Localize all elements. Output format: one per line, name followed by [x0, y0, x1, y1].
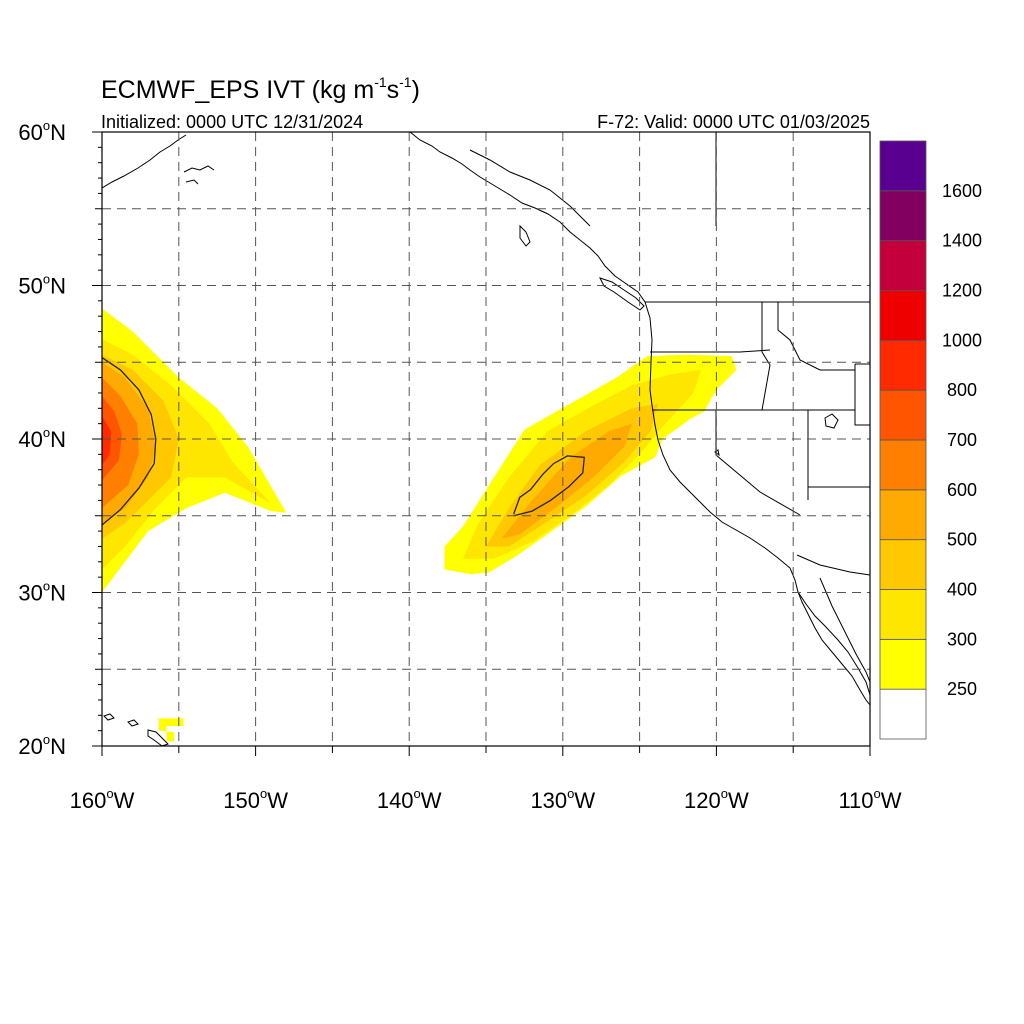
washington-oregon-border	[650, 349, 771, 353]
lon-label-140: 140oW	[377, 786, 442, 813]
colorbar-box	[879, 688, 927, 740]
lat-label-50: 50oN	[18, 272, 66, 299]
western-atmospheric-river-band-700	[102, 396, 122, 481]
lat-label-40: 40oN	[18, 425, 66, 452]
great-salt-lake	[824, 413, 839, 429]
longitude-labels: 160oW 150oW 140oW 130oW 120oW 110oW	[70, 786, 902, 813]
colorbar-label: 300	[947, 629, 977, 649]
idaho-border	[761, 302, 771, 411]
lon-label-150: 150oW	[223, 786, 288, 813]
colorbar-label: 700	[947, 430, 977, 450]
colorbar-label: 1200	[942, 281, 982, 301]
colorbar-label: 250	[947, 679, 977, 699]
colorbar-label: 1000	[942, 330, 982, 350]
colorbar-box	[879, 339, 927, 391]
lat-label-20: 20oN	[18, 732, 66, 759]
map-title: ECMWF_EPS IVT (kg m-1s-1)	[101, 74, 420, 104]
lat-label-60: 60oN	[18, 118, 66, 145]
colorbar-label: 800	[947, 380, 977, 400]
colorbar-label: 500	[947, 530, 977, 550]
valid-time: F-72: Valid: 0000 UTC 01/03/2025	[597, 112, 870, 132]
hawaii-islands	[103, 713, 169, 746]
axis-ticks	[92, 131, 871, 756]
alaska-islands	[183, 165, 215, 185]
us-mexico-border	[796, 554, 870, 576]
colorbar-box	[879, 489, 927, 541]
latitude-labels: 60oN 50oN 40oN 30oN 20oN	[18, 118, 66, 759]
colorbar-box	[879, 240, 927, 291]
lat-label-30: 30oN	[18, 579, 66, 606]
hawaii-speck-band-250	[158, 718, 184, 742]
alaska-coastline	[102, 134, 187, 189]
ivt-shading-layer	[102, 308, 737, 742]
colorbar-box	[879, 190, 927, 242]
colorbar-label: 1600	[942, 181, 982, 201]
lon-label-130: 130oW	[530, 786, 595, 813]
lon-label-160: 160oW	[70, 786, 135, 813]
colorbar-box	[879, 290, 927, 341]
colorbar-box	[879, 140, 927, 192]
western-atmospheric-river-band-800	[102, 416, 112, 466]
wyoming-border	[854, 363, 870, 426]
eastern-atmospheric-river-contour-600	[512, 455, 586, 517]
colorbar-label: 600	[947, 480, 977, 500]
colorbar-box	[879, 439, 927, 491]
lon-label-120: 120oW	[684, 786, 749, 813]
colorbar-box	[879, 539, 927, 590]
colorbar-box	[879, 589, 927, 640]
haida-gwaii	[519, 224, 531, 247]
colorbar-box	[879, 638, 927, 690]
graticule-layer	[102, 132, 870, 746]
montana-border	[777, 302, 855, 371]
colorbar-label: 1400	[942, 231, 982, 251]
ivt-colorbar: 250 300 400 500 600 700 800 1000 1200 1400 1600	[879, 140, 982, 740]
baja-coastline	[797, 591, 870, 706]
colorbar-box	[879, 389, 927, 441]
plot-area	[102, 132, 870, 746]
lon-label-110: 110oW	[838, 786, 901, 813]
gulf-of-california	[819, 577, 870, 683]
colorbar-label: 400	[947, 580, 977, 600]
initialized-time: Initialized: 0000 UTC 12/31/2024	[101, 112, 363, 132]
